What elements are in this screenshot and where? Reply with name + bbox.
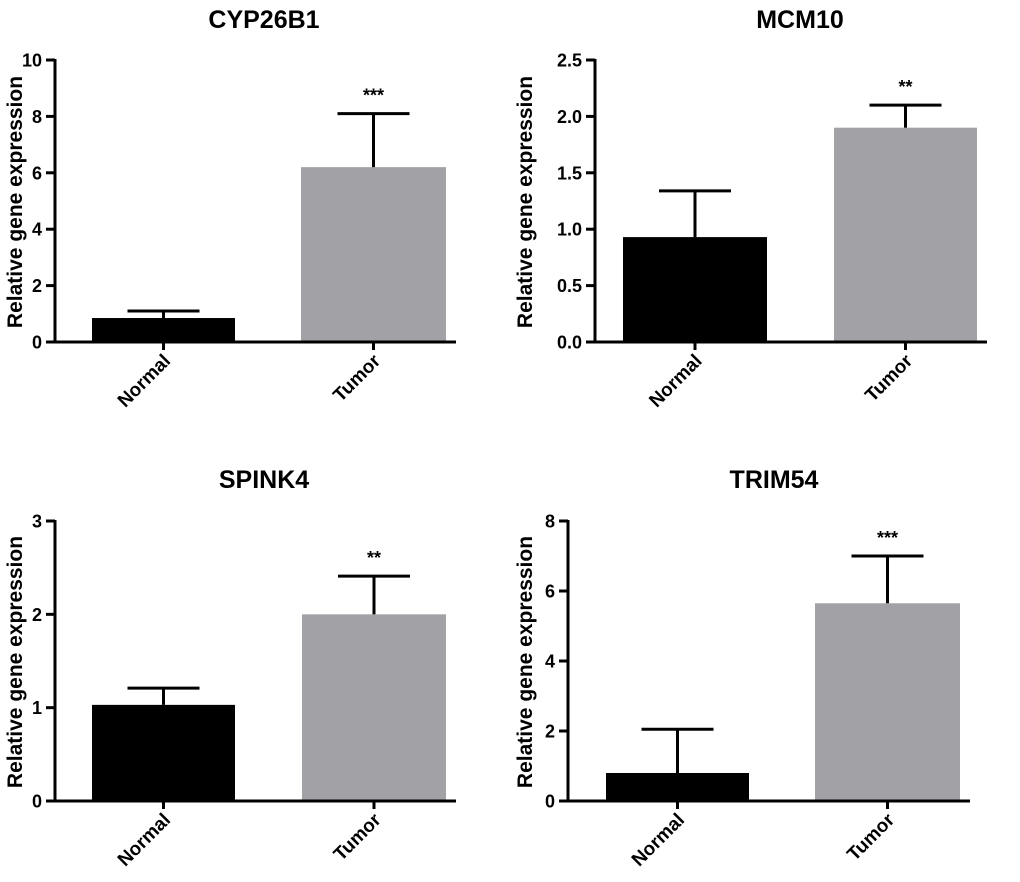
y-tick-label: 2 [32,605,42,625]
chart-panel-cyp26b1: CYP26B1 Relative gene expression Normal ***… [4,6,456,412]
y-tick-label: 2.5 [557,51,582,71]
y-tick-label: 1.5 [557,163,582,183]
category-label-tumor: Tumor [861,350,917,406]
bar-normal [92,318,235,342]
y-tick-label: 6 [545,582,555,602]
y-tick-label: 0 [32,792,42,812]
chart-panel-spink4: SPINK4 Relative gene expression Normal ** Tu… [4,466,456,871]
significance-label: *** [363,86,384,106]
error-bar-tumor [869,103,942,128]
error-bar-normal [127,686,200,705]
category-label-normal: Normal [114,810,175,871]
y-tick-label: 0 [32,333,42,353]
error-bar-normal [127,309,200,319]
significance-label: ** [367,548,381,568]
error-bar-normal [641,727,714,773]
y-tick-label: 2 [545,722,555,742]
y-tick-label: 0 [545,792,555,812]
bar-normal [606,773,749,801]
error-bar-tumor [337,112,410,168]
error-bar-tumor [851,554,924,604]
significance-label: *** [877,528,898,548]
error-bar-normal [659,189,731,238]
y-tick-label: 0.5 [557,276,582,296]
y-tick-label: 4 [545,652,555,672]
y-axis-label: Relative gene expression [4,536,27,788]
category-label-tumor: Tumor [330,809,386,865]
y-tick-label: 0.0 [557,333,582,353]
bar-tumor [834,127,977,343]
chart-panel-trim54: TRIM54 Relative gene expression Normal *** T… [514,466,970,871]
chart-title: MCM10 [756,6,844,34]
y-tick-label: 3 [32,512,42,532]
y-tick-label: 4 [32,220,42,240]
category-label-tumor: Tumor [843,809,899,865]
y-axis-label: Relative gene expression [514,536,537,788]
significance-label: ** [898,77,912,97]
bar-tumor [815,603,960,801]
y-tick-label: 10 [22,51,42,71]
bar-tumor [302,614,446,801]
y-axis-label: Relative gene expression [514,76,537,328]
y-tick-label: 8 [545,512,555,532]
y-tick-label: 2 [32,276,42,296]
y-tick-label: 8 [32,107,42,127]
bar-tumor [301,167,446,342]
chart-title: SPINK4 [219,466,309,494]
category-label-normal: Normal [645,351,706,412]
y-tick-label: 6 [32,163,42,183]
chart-panel-mcm10: MCM10 Relative gene expression Normal ** Tum… [514,6,987,412]
chart-title: TRIM54 [730,466,819,494]
bar-normal [623,237,767,342]
chart-title: CYP26B1 [208,6,319,34]
y-tick-label: 2.0 [557,107,582,127]
y-tick-label: 1.0 [557,220,582,240]
category-label-normal: Normal [628,810,689,871]
category-label-normal: Normal [114,351,175,412]
y-axis-label: Relative gene expression [4,76,27,328]
category-label-tumor: Tumor [329,350,385,406]
bar-normal [92,704,235,801]
error-bar-tumor [338,574,410,615]
y-tick-label: 1 [32,698,42,718]
